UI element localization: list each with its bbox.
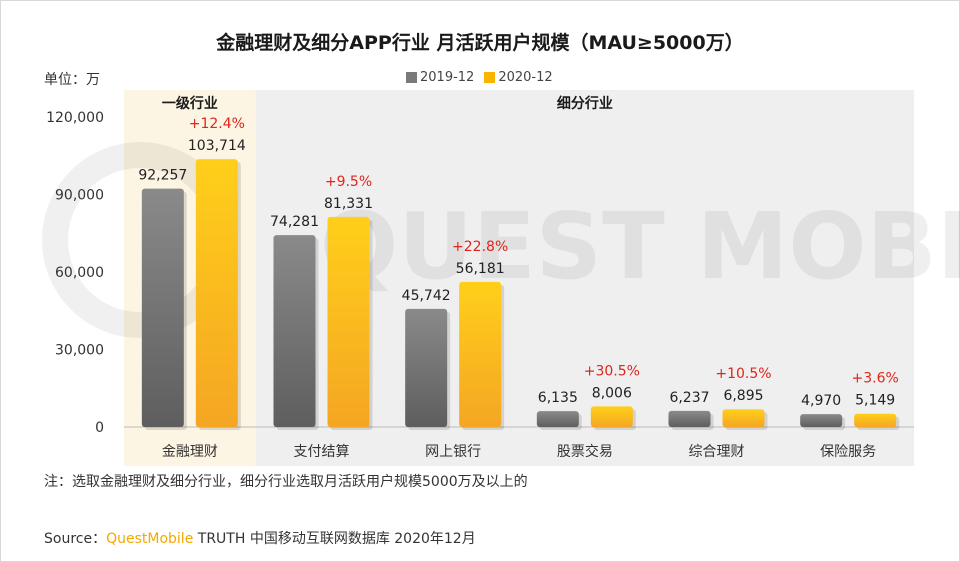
bar-2019 [405,308,448,427]
growth-label: +12.4% [189,116,245,132]
bar-2019 [800,414,843,427]
value-label-2020: 6,895 [723,388,763,404]
source-prefix: Source： [44,531,107,547]
group-label-sub: 细分行业 [557,95,613,112]
category-label: 股票交易 [557,443,613,460]
watermark-text: QUEST MOBILE [320,193,960,300]
value-label-2020: 103,714 [188,138,246,154]
value-label-2019: 4,970 [801,393,841,409]
value-label-2020: 5,149 [855,393,895,409]
bar-2019 [536,411,579,427]
source-rest: TRUTH 中国移动互联网数据库 2020年12月 [197,531,476,547]
growth-label: +10.5% [715,366,771,382]
bar-2020 [854,413,897,427]
value-label-2019: 6,237 [669,390,709,406]
chart-title: 金融理财及细分APP行业 月活跃用户规模（MAU≥5000万） [216,32,744,54]
bar-2020 [195,159,238,427]
category-label: 网上银行 [425,444,481,460]
legend-swatch-2020 [484,72,496,83]
y-tick-label: 60,000 [55,265,104,281]
legend-item-2020: 2020-12 [484,70,553,85]
bar-2020 [459,281,502,427]
value-label-2019: 74,281 [270,214,319,230]
legend-label-2020: 2020-12 [498,70,553,85]
bar-2020 [590,406,633,427]
value-label-2019: 45,742 [402,288,451,304]
growth-label: +22.8% [452,239,508,255]
footnote: 注：选取金融理财及细分行业，细分行业选取月活跃用户规模5000万及以上的 [44,474,528,490]
value-label-2019: 6,135 [538,390,578,406]
y-tick-label: 0 [95,420,104,436]
bar-2019 [141,188,184,427]
category-label: 综合理财 [689,444,745,460]
category-label: 金融理财 [162,444,218,460]
y-tick-label: 90,000 [55,188,104,204]
bar-2019 [668,410,711,427]
source-line: Source：QuestMobile TRUTH 中国移动互联网数据库 2020… [44,528,476,548]
bar-2019 [273,235,316,427]
category-label: 支付结算 [294,444,350,460]
value-label-2019: 92,257 [138,168,187,184]
legend-item-2019: 2019-12 [406,70,474,85]
watermark-logo: QUEST MOBILE [42,142,960,338]
source-brand: QuestMobile [106,531,194,547]
growth-label: +30.5% [584,363,640,379]
value-label-2020: 8,006 [592,385,632,401]
y-tick-label: 30,000 [55,343,104,359]
growth-label: +9.5% [325,174,372,190]
legend-label-2019: 2019-12 [420,70,475,85]
bar-2020 [327,216,370,427]
legend: 2019-12 2020-12 [406,70,553,85]
value-label-2020: 56,181 [456,261,505,277]
value-label-2020: 81,331 [324,196,373,212]
growth-label: +3.6% [852,371,899,387]
unit-label: 单位：万 [44,72,100,88]
y-tick-label: 120,000 [46,110,104,126]
legend-swatch-2019 [406,72,417,83]
group-label-primary: 一级行业 [162,95,218,112]
category-label: 保险服务 [820,444,876,460]
bar-2020 [722,409,765,427]
